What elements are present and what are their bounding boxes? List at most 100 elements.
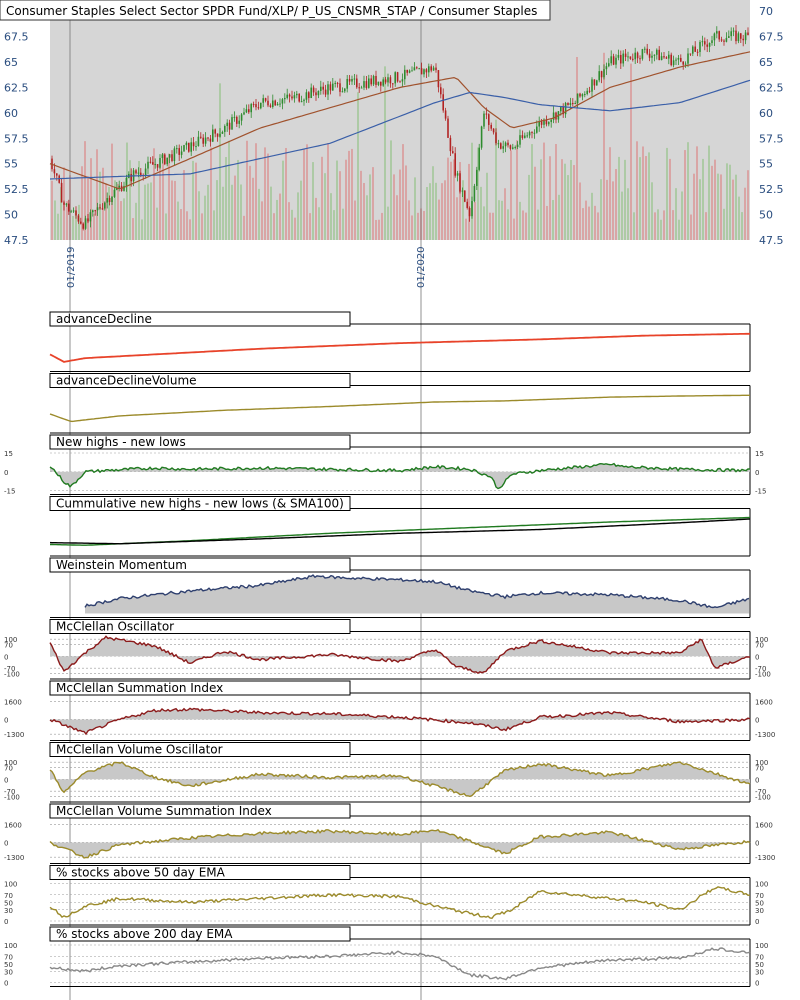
candle-body (648, 53, 651, 58)
panel-axis-label-right: 0 (755, 839, 759, 847)
price-axis-label-right: 52.5 (759, 183, 784, 196)
volume-bar (372, 167, 374, 240)
candle-body (372, 75, 375, 85)
volume-bar (300, 180, 302, 240)
panel-label-box (49, 311, 351, 327)
volume-bar (558, 194, 560, 240)
volume-bar (180, 209, 182, 240)
panel-axis-label-right: 100 (755, 759, 768, 767)
panel-label-box (49, 926, 351, 942)
candle-body (89, 212, 92, 222)
volume-bar (201, 213, 203, 240)
candle-body (392, 83, 394, 85)
candle-body (600, 71, 603, 78)
panel-axis-label-right: 70 (755, 892, 764, 900)
candle-body (716, 31, 718, 34)
candle-body (106, 198, 108, 203)
volume-bar (84, 141, 86, 240)
price-axis-label-left: 60 (4, 107, 18, 120)
volume-bar (702, 158, 704, 240)
volume-bar (270, 186, 272, 240)
candle-body (87, 218, 89, 222)
indicator-panel: advanceDeclineVolume (49, 373, 751, 434)
volume-bar (387, 206, 389, 240)
volume-bar (528, 174, 530, 240)
volume-bar (747, 170, 749, 240)
volume-bar (171, 180, 173, 240)
candle-body (636, 52, 639, 59)
candle-body (682, 61, 684, 65)
candle-body (228, 122, 231, 130)
candle-body (406, 69, 408, 73)
volume-bar (162, 153, 164, 240)
volume-bar (123, 198, 125, 240)
volume-bar (243, 215, 245, 240)
volume-bar (126, 142, 128, 240)
panel-axis-label-right: 30 (755, 907, 764, 915)
indicator-line (84, 574, 750, 609)
volume-bar (567, 175, 569, 240)
volume-bar (75, 210, 77, 240)
panel-title: Cummulative new highs - new lows (& SMA1… (56, 497, 344, 511)
price-axis-label-right: 65 (759, 56, 773, 69)
candle-body (399, 81, 401, 83)
candle-body (384, 79, 387, 83)
volume-bar (60, 187, 62, 240)
candle-body (159, 157, 161, 168)
volume-bar (561, 159, 563, 240)
candle-body (99, 207, 101, 209)
candle-body (353, 78, 356, 80)
volume-bar (504, 188, 506, 240)
candle-body (404, 69, 406, 80)
candle-body (240, 114, 243, 121)
candle-body (610, 56, 612, 64)
candle-body (387, 77, 389, 83)
volume-bar (456, 197, 458, 240)
price-axis-label-right: 60 (759, 107, 773, 120)
indicator-line (49, 947, 751, 981)
volume-bar (378, 219, 380, 240)
candle-body (212, 129, 214, 142)
volume-bar (192, 160, 194, 240)
volume-bar (573, 165, 575, 240)
price-axis-label-right: 67.5 (759, 31, 784, 44)
volume-bar (276, 199, 278, 240)
candle-body (543, 119, 545, 125)
candle-body (588, 90, 591, 92)
volume-bar (291, 209, 293, 240)
candle-body (118, 185, 120, 188)
volume-bar (81, 166, 83, 240)
candle-body (183, 145, 185, 152)
candle-body (274, 100, 276, 106)
candle-body (171, 154, 173, 161)
volume-bar (90, 158, 92, 240)
candle-body (216, 133, 219, 137)
volume-bar (417, 212, 419, 240)
volume-bar (540, 159, 542, 240)
candle-body (483, 113, 485, 127)
candle-body (377, 81, 380, 85)
candle-body (238, 120, 240, 124)
volume-bar (261, 201, 263, 240)
candle-body (416, 67, 418, 69)
indicator-area (50, 829, 750, 858)
volume-bar (96, 149, 98, 240)
candle-body (658, 49, 660, 61)
volume-bar (447, 157, 449, 240)
panel-label-box (49, 865, 351, 880)
candle-body (440, 87, 442, 95)
candle-body (593, 79, 596, 86)
candle-body (207, 137, 209, 139)
panel-title: Weinstein Momentum (56, 558, 187, 572)
title-box (0, 0, 551, 21)
candle-body (536, 126, 538, 133)
volume-bar (369, 174, 371, 240)
candle-body (497, 143, 500, 145)
candle-body (720, 39, 723, 41)
indicator-area (50, 708, 750, 734)
panel-axis-label-left: -100 (4, 793, 20, 801)
candle-body (332, 83, 334, 91)
panel-axis-label-right: 30 (755, 968, 764, 976)
indicator-panel: New highs - new lows 15 0 -15 15 0 -15 (4, 434, 766, 496)
panel-axis-label-left: 50 (4, 899, 13, 907)
